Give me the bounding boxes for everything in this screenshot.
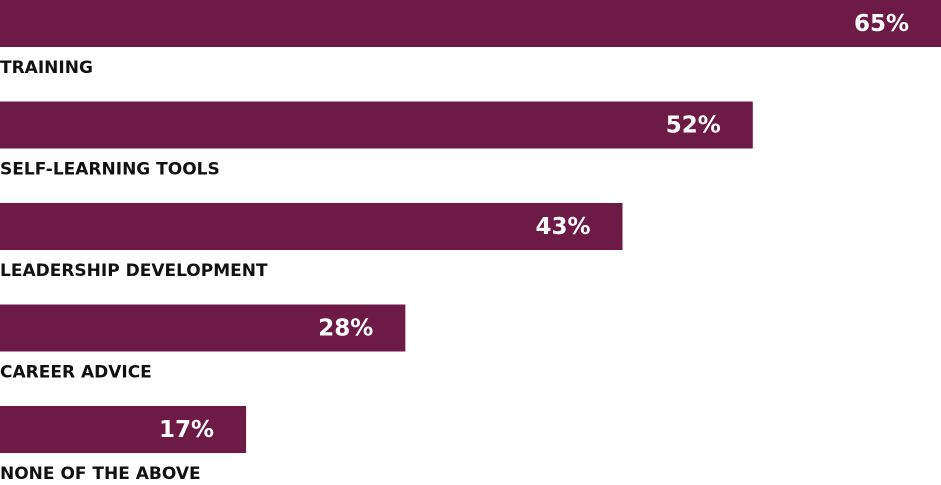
bar xyxy=(0,406,247,453)
bar xyxy=(0,101,753,149)
bar xyxy=(0,203,623,250)
value-label: 43% xyxy=(535,214,590,240)
value-label: 28% xyxy=(318,316,373,342)
bar xyxy=(0,0,941,47)
category-label: LEADERSHIP DEVELOPMENT xyxy=(0,261,268,281)
category-label: SELF-LEARNING TOOLS xyxy=(0,160,220,180)
value-label: 65% xyxy=(854,11,909,37)
category-label: TRAINING xyxy=(0,58,93,78)
value-label: 52% xyxy=(666,113,721,139)
bar xyxy=(0,304,406,352)
value-label: 17% xyxy=(159,417,214,443)
category-label: CAREER ADVICE xyxy=(0,363,152,383)
category-label: NONE OF THE ABOVE xyxy=(0,464,201,484)
